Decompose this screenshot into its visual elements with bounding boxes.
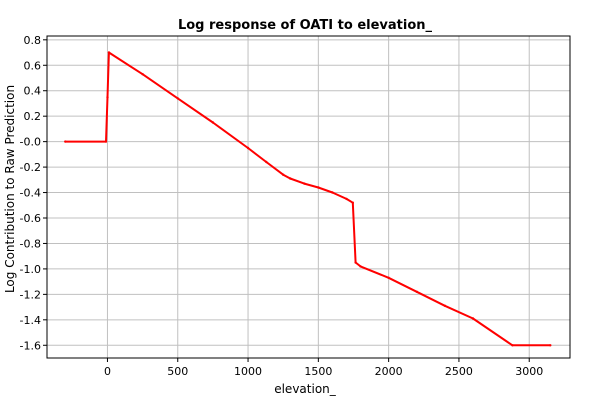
y-tick-label: -1.4 — [20, 314, 41, 327]
y-axis-ticks: 0.8 0.6 0.4 0.2 -0.0 -0.2 -0.4 -0.6 -0.8 -1.0 -1.2… — [20, 34, 47, 352]
data-point — [289, 177, 292, 180]
y-tick-label: -1.0 — [20, 263, 41, 276]
data-point — [265, 160, 268, 164]
y-tick-label: 0.6 — [24, 59, 42, 72]
data-point — [359, 265, 362, 268]
data-point — [331, 191, 334, 194]
x-tick-label: 1500 — [304, 365, 332, 378]
y-tick-label: -0.6 — [20, 212, 41, 225]
data-point — [415, 290, 418, 293]
y-tick-label: -1.6 — [20, 339, 41, 352]
data-point — [549, 344, 552, 347]
data-point — [141, 73, 144, 76]
data-point — [104, 140, 108, 143]
y-tick-label: -0.8 — [20, 237, 41, 250]
data-point — [64, 140, 67, 143]
x-axis-label: elevation_ — [274, 382, 337, 396]
x-tick-label: 2000 — [375, 365, 403, 378]
gridlines — [47, 36, 570, 358]
series-layer — [64, 51, 552, 347]
data-point — [471, 317, 475, 320]
data-point — [282, 173, 285, 176]
y-tick-label: -0.0 — [20, 136, 41, 149]
data-point — [511, 344, 514, 347]
x-tick-label: 1000 — [234, 365, 262, 378]
data-point — [106, 95, 109, 99]
data-point — [107, 51, 111, 54]
plot-area-frame — [46, 35, 571, 359]
y-tick-label: -0.4 — [20, 187, 41, 200]
data-point — [351, 201, 354, 204]
data-point — [211, 121, 215, 124]
x-tick-label: 0 — [104, 365, 111, 378]
data-point — [345, 197, 348, 201]
data-point — [246, 146, 250, 150]
data-point — [317, 186, 320, 189]
data-point — [176, 97, 179, 100]
x-tick-label: 500 — [167, 365, 188, 378]
y-axis-label: Log Contribution to Raw Prediction — [3, 85, 17, 293]
y-tick-label: -1.2 — [20, 288, 41, 301]
y-tick-label: -0.2 — [20, 161, 41, 174]
data-point — [303, 182, 306, 185]
data-point — [443, 304, 447, 307]
series-line — [65, 51, 551, 347]
y-tick-label: 0.4 — [24, 85, 42, 98]
data-point — [387, 276, 390, 279]
y-tick-label: 0.2 — [24, 110, 42, 123]
x-axis-ticks: 0 500 1000 1500 2000 2500 3000 — [104, 358, 543, 378]
y-tick-label: 0.8 — [24, 34, 42, 47]
chart-title: Log response of OATI to elevation_ — [178, 18, 433, 33]
data-point — [354, 261, 357, 264]
x-tick-label: 2500 — [445, 365, 473, 378]
x-tick-label: 3000 — [515, 365, 543, 378]
